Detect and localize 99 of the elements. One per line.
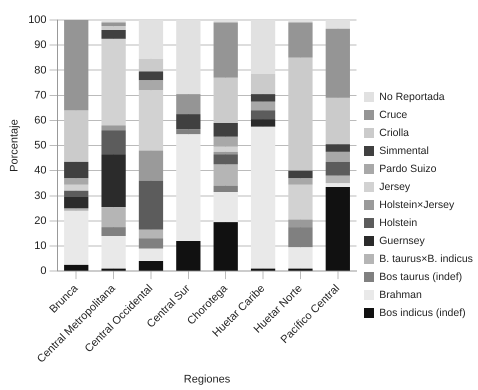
bar (101, 154, 126, 208)
y-tick-label: 100 (28, 14, 47, 26)
bar (326, 183, 350, 187)
legend-label: Brahman (379, 288, 422, 301)
bar (138, 150, 164, 181)
legend-label: Bos indicus (indef) (379, 306, 466, 319)
bar (326, 28, 350, 98)
bar (288, 220, 313, 228)
bar (250, 94, 276, 102)
legend-label: Criolla (379, 126, 410, 139)
legend-label: Holstein (379, 216, 418, 229)
bar (326, 186, 350, 271)
bar (64, 264, 88, 271)
bar (288, 170, 313, 178)
legend-label: Bos taurus (indef) (379, 270, 462, 283)
legend-label: No Reportada (379, 90, 445, 103)
y-tick-label: 80 (34, 64, 47, 76)
y-tick-label: 30 (34, 190, 47, 202)
bar (326, 144, 350, 152)
bar (101, 26, 126, 30)
bar (101, 20, 126, 23)
bar (250, 119, 276, 127)
x-axis-title: Regiones (184, 373, 231, 386)
bar (64, 178, 88, 184)
bar (288, 227, 313, 248)
bar (214, 152, 238, 154)
bar (214, 78, 238, 123)
bar (138, 238, 164, 249)
bar (250, 74, 276, 94)
legend-label: Holstein×Jersey (379, 198, 455, 211)
bar (101, 125, 126, 130)
bar (64, 162, 88, 178)
bar (64, 20, 88, 110)
bar (101, 130, 126, 154)
bar (288, 184, 313, 220)
bar (138, 180, 164, 230)
bar (214, 136, 238, 147)
bar (288, 20, 313, 23)
bar (214, 186, 238, 192)
bar (138, 230, 164, 238)
bar (326, 162, 350, 176)
bar (64, 210, 88, 265)
bar (138, 261, 164, 271)
bar (64, 190, 88, 198)
bar (64, 184, 88, 191)
legend-label: Pardo Suizo (379, 162, 437, 175)
bar (64, 197, 88, 208)
bar (138, 80, 164, 90)
bar (250, 126, 276, 269)
legend-label: Guernsey (379, 234, 426, 247)
bar (326, 176, 350, 184)
bar (101, 30, 126, 39)
legend-label: B. taurus×B. indicus (379, 252, 473, 265)
bar (64, 110, 88, 162)
bar (288, 247, 313, 269)
bar (214, 122, 238, 137)
bar (101, 38, 126, 126)
y-tick-label: 60 (34, 114, 47, 126)
bar (138, 58, 164, 72)
bar (176, 20, 200, 94)
bar (176, 134, 200, 241)
bar (250, 102, 276, 110)
bar (250, 110, 276, 120)
legend-label: Jersey (379, 180, 411, 193)
bar (138, 248, 164, 262)
bar (176, 94, 200, 114)
legend-label: Simmental (379, 144, 429, 157)
bar (214, 146, 238, 152)
bar (326, 152, 350, 162)
bar (214, 154, 238, 164)
bar (176, 240, 200, 271)
bar (101, 227, 126, 236)
legend-label: Cruce (379, 108, 408, 121)
y-tick-label: 90 (34, 39, 47, 52)
bar (214, 192, 238, 222)
y-tick-label: 0 (40, 265, 47, 278)
bar (288, 22, 313, 58)
y-tick-label: 70 (34, 89, 47, 102)
bar (176, 129, 200, 134)
bar (101, 236, 126, 269)
bar (176, 114, 200, 130)
bar (64, 208, 88, 211)
y-axis-title: Porcentaje (8, 119, 21, 172)
bar (101, 22, 126, 26)
bar (288, 58, 313, 171)
bar (138, 20, 164, 59)
bar (138, 90, 164, 151)
y-tick-label: 40 (34, 164, 47, 177)
bar (288, 178, 313, 184)
bar (250, 20, 276, 74)
bar (326, 98, 350, 144)
bar (214, 20, 238, 23)
bar (138, 71, 164, 80)
bar (326, 20, 350, 29)
y-tick-label: 50 (34, 140, 47, 152)
y-tick-label: 10 (34, 240, 47, 252)
bar (214, 22, 238, 78)
y-tick-label: 20 (34, 214, 47, 227)
bar (214, 222, 238, 271)
